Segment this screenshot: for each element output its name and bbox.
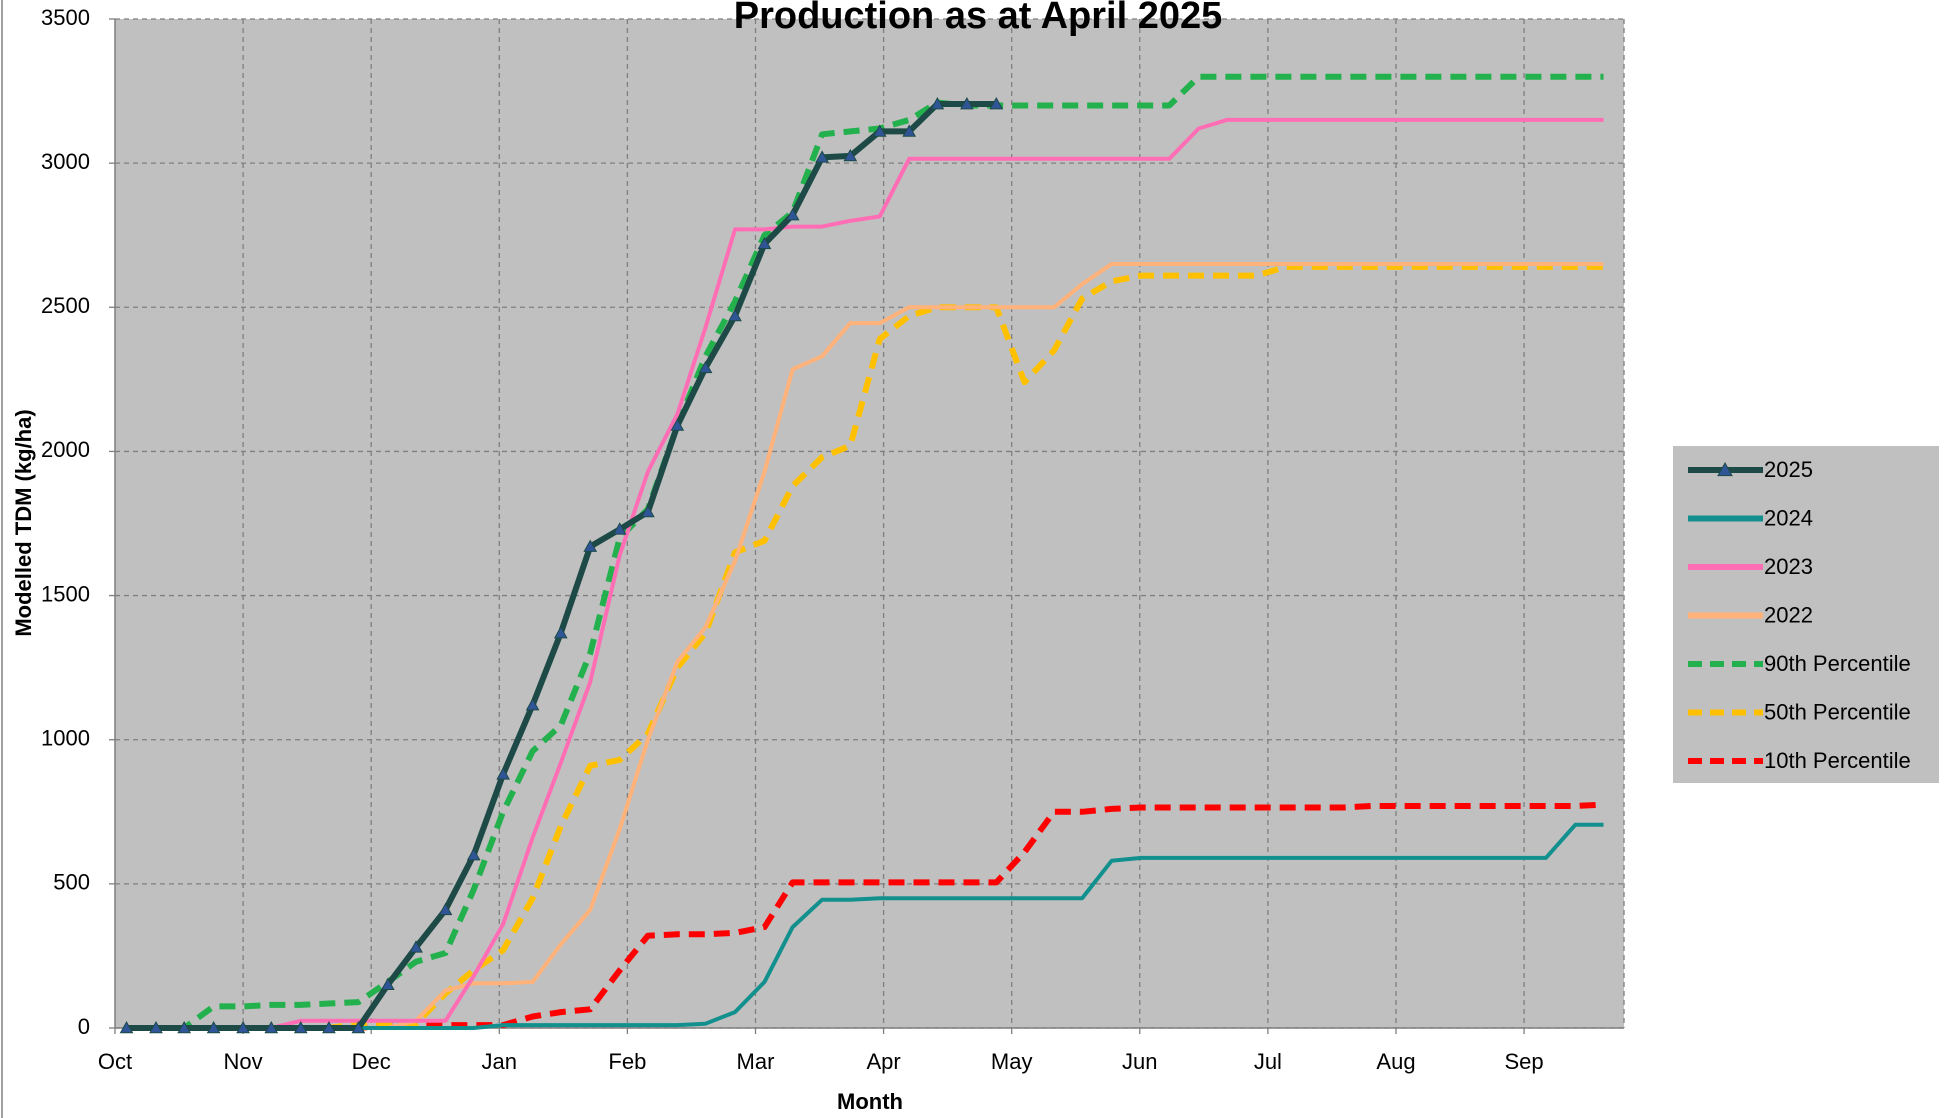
y-tick-label: 1000	[41, 726, 90, 751]
series-marker	[553, 626, 568, 639]
legend-marker	[1717, 461, 1733, 477]
series-line	[126, 801, 1604, 1031]
series-marker	[264, 1020, 279, 1034]
legend-label: 2022	[1764, 602, 1813, 627]
y-tick-label: 1500	[41, 581, 90, 606]
series-marker	[206, 1020, 221, 1034]
series-marker	[149, 1020, 163, 1034]
y-tick-label: 0	[78, 1014, 90, 1039]
series-marker	[438, 902, 453, 916]
series-marker	[236, 1020, 250, 1034]
legend-label: 10th Percentile	[1764, 748, 1911, 773]
x-tick-label: Feb	[608, 1049, 646, 1074]
plot-area	[115, 19, 1624, 1028]
series-marker	[583, 539, 598, 552]
series-marker	[351, 1020, 366, 1034]
series-marker	[496, 767, 510, 780]
x-tick-label: Dec	[352, 1049, 391, 1074]
series-marker	[902, 124, 917, 137]
series-marker	[641, 504, 655, 518]
x-tick-label: Jan	[482, 1049, 517, 1074]
x-tick-label: May	[991, 1049, 1033, 1074]
x-tick-label: Mar	[737, 1049, 775, 1074]
legend: 2025 2024 2023 2022 90th Percentile 50th Perc…	[1688, 457, 1911, 773]
legend-label: 50th Percentile	[1764, 699, 1911, 724]
x-tick-label: Jul	[1254, 1049, 1282, 1074]
series-marker	[728, 308, 742, 322]
series-line	[126, 263, 1604, 1031]
series-marker	[525, 698, 540, 711]
series-line	[126, 117, 1604, 1030]
y-tick-label: 3500	[41, 5, 90, 30]
series-marker	[843, 148, 858, 162]
x-tick-label: Oct	[98, 1049, 132, 1074]
legend-label: 2023	[1764, 554, 1813, 579]
series-marker	[989, 97, 1004, 110]
series-line	[126, 73, 1604, 1031]
legend-label: 90th Percentile	[1764, 651, 1911, 676]
series-marker	[757, 236, 772, 250]
series-marker	[785, 208, 800, 221]
series-marker	[872, 124, 887, 137]
series-marker	[409, 940, 423, 953]
y-tick-label: 2000	[41, 437, 90, 462]
series-marker	[322, 1020, 336, 1034]
legend-label: 2024	[1764, 505, 1813, 530]
x-tick-label: Jun	[1122, 1049, 1157, 1074]
series-marker	[612, 522, 627, 535]
x-axis-title: Month	[837, 1089, 903, 1114]
series-line	[126, 822, 1604, 1030]
y-tick-label: 2500	[41, 293, 90, 318]
series-marker	[960, 97, 974, 110]
series-marker	[119, 1020, 134, 1034]
x-tick-label: Apr	[866, 1049, 900, 1074]
x-tick-label: Nov	[224, 1049, 263, 1074]
chart-title: Production as at April 2025	[734, 0, 1223, 37]
series-group	[119, 73, 1604, 1034]
y-axis-title: Modelled TDM (kg/ha)	[11, 409, 36, 636]
y-tick-label: 500	[53, 870, 90, 895]
grid: 0 500 1000 1500 2000 2500 3000 3500 Oct Nov Dec Jan…	[41, 5, 1625, 1074]
series-marker	[380, 977, 395, 991]
series-marker	[930, 97, 945, 110]
series-marker	[466, 847, 481, 861]
series-marker	[815, 150, 829, 163]
series-marker	[670, 418, 685, 431]
y-tick-label: 3000	[41, 149, 90, 174]
x-tick-label: Sep	[1505, 1049, 1544, 1074]
series-marker	[698, 360, 713, 374]
series-marker	[177, 1020, 192, 1034]
x-tick-label: Aug	[1376, 1049, 1415, 1074]
legend-label: 2025	[1764, 457, 1813, 482]
series-marker	[293, 1020, 308, 1034]
